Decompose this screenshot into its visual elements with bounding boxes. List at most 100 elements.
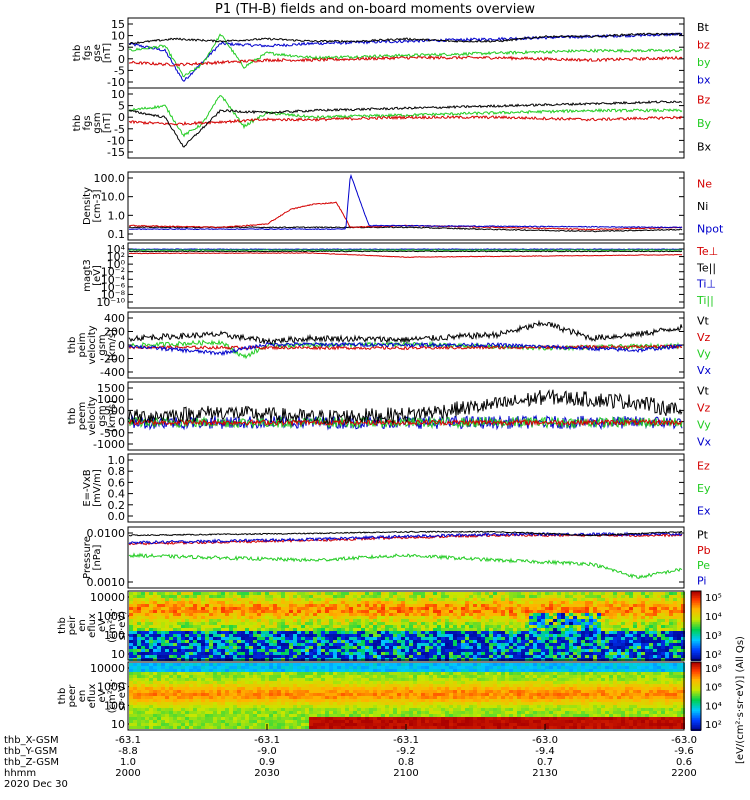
spectrogram-cell xyxy=(229,634,233,637)
spectrogram-cell xyxy=(613,634,617,637)
spectrogram-cell xyxy=(401,693,405,696)
spectrogram-cell xyxy=(593,628,597,631)
spectrogram-cell xyxy=(297,601,301,604)
spectrogram-cell xyxy=(193,616,197,619)
spectrogram-cell xyxy=(417,628,421,631)
spectrogram-cell xyxy=(213,604,217,607)
spectrogram-cell xyxy=(389,610,393,613)
spectrogram-cell xyxy=(453,643,457,646)
spectrogram-cell xyxy=(545,622,549,625)
spectrogram-cell xyxy=(605,655,609,658)
spectrogram-cell xyxy=(297,693,301,696)
legend-Vy: Vy xyxy=(697,419,711,432)
spectrogram-cell xyxy=(445,592,449,595)
spectrogram-cell xyxy=(205,711,209,714)
spectrogram-cell xyxy=(361,723,365,726)
spectrogram-cell xyxy=(261,663,265,666)
spectrogram-cell xyxy=(229,649,233,652)
spectrogram-cell xyxy=(641,625,645,628)
spectrogram-cell xyxy=(585,616,589,619)
spectrogram-cell xyxy=(245,619,249,622)
spectrogram-cell xyxy=(229,610,233,613)
spectrogram-cell xyxy=(445,601,449,604)
spectrogram-cell xyxy=(545,631,549,634)
spectrogram-cell xyxy=(261,592,265,595)
spectrogram-cell xyxy=(601,646,605,649)
spectrogram-cell xyxy=(225,693,229,696)
spectrogram-cell xyxy=(577,607,581,610)
spectrogram-cell xyxy=(245,598,249,601)
spectrogram-cell xyxy=(353,702,357,705)
spectrogram-cell xyxy=(513,610,517,613)
spectrogram-cell xyxy=(573,637,577,640)
spectrogram-cell xyxy=(333,652,337,655)
spectrogram-cell xyxy=(185,613,189,616)
spectrogram-cell xyxy=(653,604,657,607)
spectrogram-cell xyxy=(269,595,273,598)
spectrogram-cell xyxy=(209,631,213,634)
spectrogram-cell xyxy=(173,598,177,601)
spectrogram-cell xyxy=(205,699,209,702)
y-tick-label: 10⁻⁶ xyxy=(101,281,126,294)
spectrogram-cell xyxy=(413,619,417,622)
spectrogram-cell xyxy=(225,631,229,634)
spectrogram-cell xyxy=(453,595,457,598)
spectrogram-cell xyxy=(449,631,453,634)
spectrogram-cell xyxy=(557,637,561,640)
spectrogram-cell xyxy=(517,637,521,640)
spectrogram-cell xyxy=(501,601,505,604)
spectrogram-cell xyxy=(657,610,661,613)
spectrogram-cell xyxy=(221,678,225,681)
spectrogram-cell xyxy=(485,655,489,658)
spectrogram-cell xyxy=(573,655,577,658)
spectrogram-cell xyxy=(489,646,493,649)
spectrogram-cell xyxy=(157,714,161,717)
spectrogram-cell xyxy=(353,711,357,714)
spectrogram-cell xyxy=(381,720,385,723)
spectrogram-cell xyxy=(593,598,597,601)
spectrogram-cell xyxy=(357,708,361,711)
panel-frame xyxy=(127,171,685,241)
spectrogram-cell xyxy=(361,634,365,637)
spectrogram-cell xyxy=(273,690,277,693)
spectrogram-cell xyxy=(393,666,397,669)
spectrogram-cell xyxy=(429,613,433,616)
spectrogram-cell xyxy=(177,631,181,634)
spectrogram-cell xyxy=(289,699,293,702)
spectrogram-cell xyxy=(353,649,357,652)
spectrogram-cell xyxy=(577,640,581,643)
spectrogram-cell xyxy=(149,714,153,717)
spectrogram-cell xyxy=(333,646,337,649)
spectrogram-cell xyxy=(329,702,333,705)
spectrogram-cell xyxy=(557,625,561,628)
spectrogram-cell xyxy=(141,604,145,607)
spectrogram-cell xyxy=(253,723,257,726)
spectrogram-cell xyxy=(385,595,389,598)
spectrogram-cell xyxy=(461,592,465,595)
spectrogram-cell xyxy=(413,655,417,658)
spectrogram-cell xyxy=(569,634,573,637)
spectrogram-cell xyxy=(357,699,361,702)
spectrogram-cell xyxy=(421,634,425,637)
spectrogram-cell xyxy=(677,652,681,655)
spectrogram-cell xyxy=(365,595,369,598)
spectrogram-cell xyxy=(245,699,249,702)
spectrogram-cell xyxy=(209,655,213,658)
spectrogram-cell xyxy=(261,675,265,678)
spectrogram-cell xyxy=(477,598,481,601)
spectrogram-cell xyxy=(385,681,389,684)
spectrogram-cell xyxy=(313,678,317,681)
spectrogram-cell xyxy=(217,655,221,658)
spectrogram-cell xyxy=(261,610,265,613)
spectrogram-cell xyxy=(313,649,317,652)
spectrogram-cell xyxy=(257,666,261,669)
spectrogram-cell xyxy=(181,669,185,672)
spectrogram-cell xyxy=(361,628,365,631)
spectrogram-cell xyxy=(145,595,149,598)
spectrogram-cell xyxy=(665,622,669,625)
spectrogram-cell xyxy=(601,655,605,658)
y-tick-label: 100 xyxy=(104,699,125,712)
spectrogram-cell xyxy=(245,634,249,637)
spectrogram-cell xyxy=(353,714,357,717)
spectrogram-cell xyxy=(521,598,525,601)
